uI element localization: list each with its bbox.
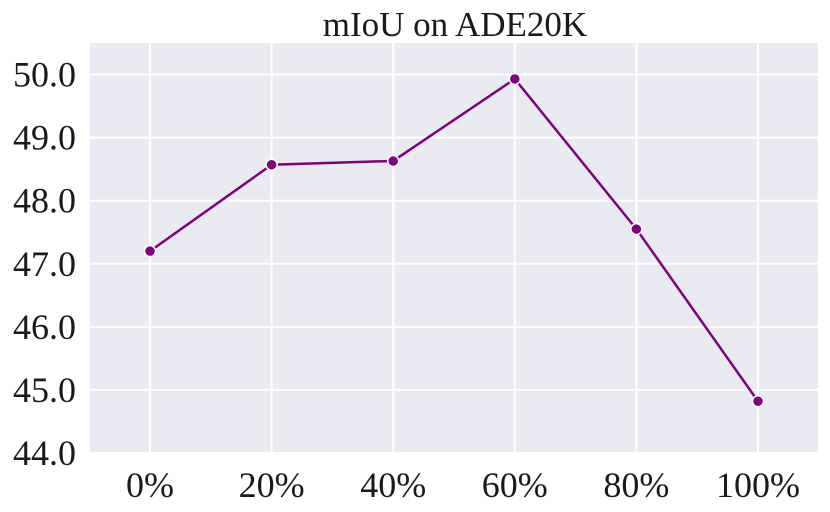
x-tick-label: 0% — [126, 465, 174, 505]
x-axis-ticks: 0% 20% 40% 60% 80% 100% — [126, 465, 800, 505]
x-tick-label: 60% — [482, 465, 548, 505]
data-point — [508, 72, 522, 86]
y-tick-label: 46.0 — [13, 307, 76, 347]
data-point — [265, 158, 278, 171]
y-tick-label: 49.0 — [13, 118, 76, 158]
series-line — [149, 77, 760, 402]
y-tick-label: 50.0 — [13, 55, 76, 95]
x-tick-label: 40% — [360, 465, 426, 505]
chart-title: mIoU on ADE20K — [323, 5, 587, 44]
data-point — [386, 154, 400, 168]
data-point — [630, 222, 643, 236]
x-tick-label: 80% — [603, 465, 669, 505]
plot-area — [90, 43, 818, 453]
y-tick-label: 48.0 — [13, 181, 76, 221]
data-point — [751, 395, 765, 408]
y-tick-label: 45.0 — [13, 370, 76, 410]
grid — [90, 43, 818, 454]
x-tick-label: 20% — [239, 465, 305, 505]
series — [143, 72, 765, 408]
y-tick-label: 47.0 — [13, 244, 76, 284]
y-axis-ticks: 44.0 45.0 46.0 47.0 48.0 49.0 50.0 — [13, 55, 76, 473]
y-tick-label: 44.0 — [13, 433, 76, 473]
x-tick-label: 100% — [716, 465, 800, 505]
data-point — [143, 244, 157, 258]
